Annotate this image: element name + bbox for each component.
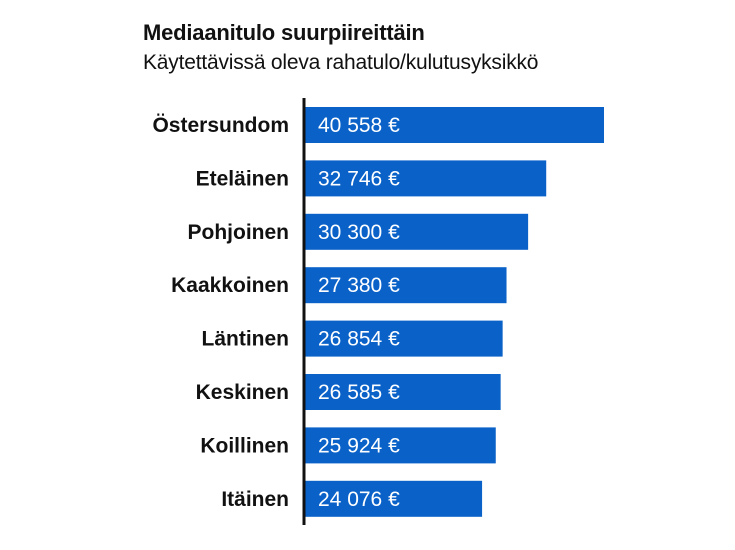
value-label-3: 27 380 €	[318, 274, 400, 297]
category-label-1: Eteläinen	[196, 167, 289, 190]
value-label-0: 40 558 €	[318, 114, 400, 137]
category-label-0: Östersundom	[152, 114, 289, 137]
value-label-1: 32 746 €	[318, 167, 400, 190]
value-label-7: 24 076 €	[318, 488, 400, 511]
category-label-7: Itäinen	[221, 488, 289, 511]
value-label-4: 26 854 €	[318, 328, 400, 351]
value-label-5: 26 585 €	[318, 381, 400, 404]
value-label-2: 30 300 €	[318, 221, 400, 244]
category-label-6: Koillinen	[200, 434, 289, 457]
category-label-3: Kaakkoinen	[171, 274, 289, 297]
category-label-2: Pohjoinen	[188, 221, 290, 244]
category-label-5: Keskinen	[196, 381, 289, 404]
category-label-4: Läntinen	[202, 328, 290, 351]
value-label-6: 25 924 €	[318, 434, 400, 457]
